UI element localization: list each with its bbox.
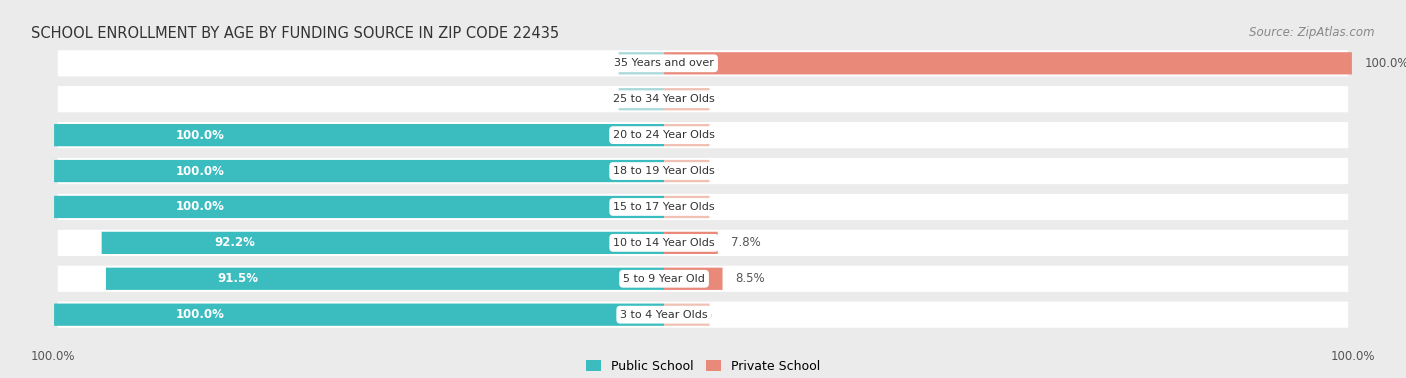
Text: 100.0%: 100.0%: [1330, 350, 1375, 363]
Text: 100.0%: 100.0%: [31, 350, 76, 363]
FancyBboxPatch shape: [58, 194, 1348, 220]
FancyBboxPatch shape: [58, 158, 1348, 184]
FancyBboxPatch shape: [58, 230, 1348, 256]
FancyBboxPatch shape: [664, 160, 710, 182]
FancyBboxPatch shape: [58, 122, 1348, 148]
Text: 0.0%: 0.0%: [683, 129, 713, 142]
Text: Source: ZipAtlas.com: Source: ZipAtlas.com: [1250, 26, 1375, 39]
FancyBboxPatch shape: [664, 52, 1353, 74]
FancyBboxPatch shape: [664, 232, 717, 254]
Text: 10 to 14 Year Olds: 10 to 14 Year Olds: [613, 238, 714, 248]
Text: 91.5%: 91.5%: [218, 272, 259, 285]
FancyBboxPatch shape: [664, 88, 710, 110]
FancyBboxPatch shape: [53, 196, 664, 218]
Text: 18 to 19 Year Olds: 18 to 19 Year Olds: [613, 166, 714, 176]
Text: 100.0%: 100.0%: [176, 200, 225, 214]
Text: 0.0%: 0.0%: [614, 57, 644, 70]
FancyBboxPatch shape: [58, 50, 1348, 76]
FancyBboxPatch shape: [664, 268, 723, 290]
FancyBboxPatch shape: [101, 232, 664, 254]
Text: 0.0%: 0.0%: [683, 200, 713, 214]
Text: 15 to 17 Year Olds: 15 to 17 Year Olds: [613, 202, 714, 212]
FancyBboxPatch shape: [58, 302, 1348, 328]
Legend: Public School, Private School: Public School, Private School: [581, 355, 825, 378]
FancyBboxPatch shape: [53, 160, 664, 182]
FancyBboxPatch shape: [53, 124, 664, 146]
FancyBboxPatch shape: [619, 52, 664, 74]
Text: SCHOOL ENROLLMENT BY AGE BY FUNDING SOURCE IN ZIP CODE 22435: SCHOOL ENROLLMENT BY AGE BY FUNDING SOUR…: [31, 26, 560, 42]
FancyBboxPatch shape: [58, 86, 1348, 112]
Text: 25 to 34 Year Olds: 25 to 34 Year Olds: [613, 94, 714, 104]
Text: 35 Years and over: 35 Years and over: [614, 58, 714, 68]
Text: 100.0%: 100.0%: [176, 308, 225, 321]
Text: 8.5%: 8.5%: [735, 272, 765, 285]
Text: 100.0%: 100.0%: [176, 164, 225, 178]
FancyBboxPatch shape: [58, 266, 1348, 292]
Text: 0.0%: 0.0%: [683, 308, 713, 321]
FancyBboxPatch shape: [105, 268, 664, 290]
FancyBboxPatch shape: [619, 88, 664, 110]
Text: 5 to 9 Year Old: 5 to 9 Year Old: [623, 274, 704, 284]
Text: 0.0%: 0.0%: [683, 93, 713, 106]
Text: 100.0%: 100.0%: [176, 129, 225, 142]
Text: 0.0%: 0.0%: [683, 164, 713, 178]
Text: 92.2%: 92.2%: [214, 236, 254, 249]
FancyBboxPatch shape: [53, 304, 664, 326]
Text: 0.0%: 0.0%: [614, 93, 644, 106]
Text: 3 to 4 Year Olds: 3 to 4 Year Olds: [620, 310, 707, 320]
Text: 100.0%: 100.0%: [1365, 57, 1406, 70]
Text: 20 to 24 Year Olds: 20 to 24 Year Olds: [613, 130, 716, 140]
FancyBboxPatch shape: [664, 124, 710, 146]
Text: 7.8%: 7.8%: [731, 236, 761, 249]
FancyBboxPatch shape: [664, 196, 710, 218]
FancyBboxPatch shape: [664, 304, 710, 326]
